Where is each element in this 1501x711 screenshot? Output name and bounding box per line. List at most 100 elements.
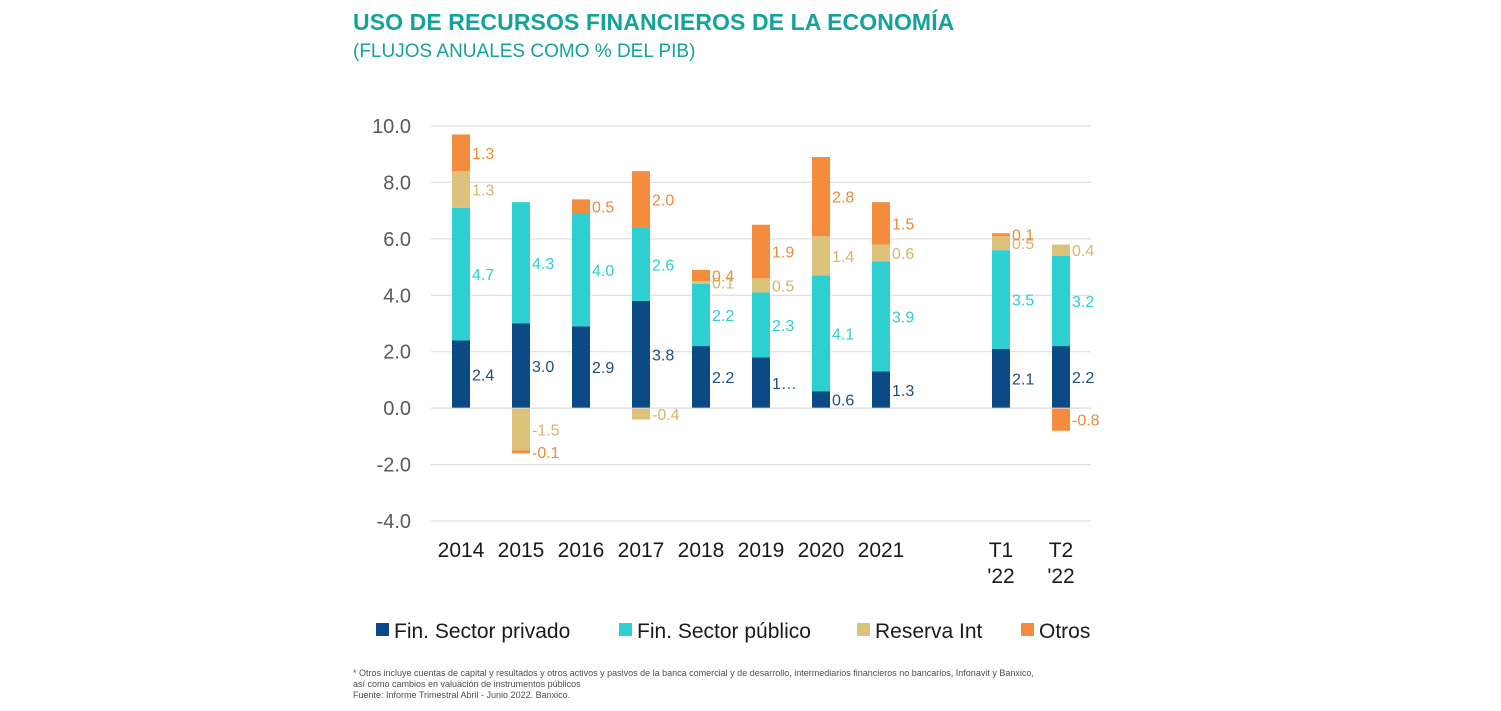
legend-swatch xyxy=(1021,623,1034,636)
legend-swatch xyxy=(376,623,389,636)
data-label: -0.4 xyxy=(652,407,680,424)
x-tick-label: T1 xyxy=(989,539,1014,562)
data-label: 2.2 xyxy=(1072,370,1094,387)
bar-segment xyxy=(572,199,590,214)
y-tick-label: 6.0 xyxy=(383,229,411,251)
bar-segment xyxy=(452,171,470,208)
legend-label: Fin. Sector público xyxy=(637,620,811,643)
bar-segment xyxy=(992,236,1010,251)
data-label: -0.8 xyxy=(1072,412,1100,429)
data-label: 4.7 xyxy=(472,267,494,284)
data-label: 0.5 xyxy=(772,278,794,295)
bar-segment xyxy=(572,213,590,327)
data-label: 2.8 xyxy=(832,190,854,207)
bar-segment xyxy=(692,284,710,347)
footnote-line-1: * Otros incluye cuentas de capital y res… xyxy=(353,668,1034,678)
x-tick-label: 2020 xyxy=(798,539,845,562)
data-label: 0.5 xyxy=(592,199,614,216)
bar-segment xyxy=(512,202,530,324)
bar-segment xyxy=(872,261,890,372)
x-tick-label: 2018 xyxy=(678,539,725,562)
data-label: 2.2 xyxy=(712,370,734,387)
bar-segment xyxy=(692,346,710,409)
data-label: 2.1 xyxy=(1012,372,1034,389)
bar-segment xyxy=(752,357,770,409)
data-label: 4.1 xyxy=(832,326,854,343)
data-label: 3.5 xyxy=(1012,293,1034,310)
bar-segment xyxy=(872,202,890,245)
bar-segment xyxy=(692,281,710,284)
bar-segment xyxy=(1052,346,1070,409)
data-label: 1.9 xyxy=(772,245,794,262)
bar-segment xyxy=(1052,244,1070,256)
bar-segment xyxy=(692,269,710,282)
data-label: 3.2 xyxy=(1072,294,1094,311)
bar-segment xyxy=(572,326,590,409)
y-tick-label: 4.0 xyxy=(383,285,411,307)
x-tick-label: 2014 xyxy=(438,539,485,562)
x-tick-label: '22 xyxy=(987,565,1014,588)
data-label: 2.3 xyxy=(772,318,794,335)
y-tick-label: 0.0 xyxy=(383,398,411,420)
x-tick-label: 2019 xyxy=(738,539,785,562)
bar-segment xyxy=(812,157,830,237)
bar-segment xyxy=(1052,255,1070,347)
data-label: 1.3 xyxy=(892,383,914,400)
y-tick-label: 10.0 xyxy=(372,116,411,138)
legend-label: Reserva Int xyxy=(875,620,983,643)
data-label: 3.0 xyxy=(532,359,554,376)
chart-title: USO DE RECURSOS FINANCIEROS DE LA ECONOM… xyxy=(353,9,955,35)
legend-swatch xyxy=(857,623,870,636)
data-label: 0.6 xyxy=(892,246,914,263)
data-label: 4.0 xyxy=(592,263,614,280)
y-tick-label: -2.0 xyxy=(377,455,411,477)
legend-label: Otros xyxy=(1039,620,1090,643)
x-tick-label: 2017 xyxy=(618,539,665,562)
bar-segment xyxy=(752,224,770,279)
data-label: 2.4 xyxy=(472,367,494,384)
data-label: 1… xyxy=(772,376,797,393)
data-label: 1.5 xyxy=(892,216,914,233)
data-label: 1.3 xyxy=(472,146,494,163)
x-tick-label: '22 xyxy=(1047,565,1074,588)
bar-segment xyxy=(632,408,650,420)
legend-swatch xyxy=(619,623,632,636)
data-label: 0.1 xyxy=(1012,228,1034,245)
bar-segment xyxy=(872,371,890,409)
data-label: 2.9 xyxy=(592,360,614,377)
x-tick-label: 2021 xyxy=(858,539,905,562)
y-tick-label: -4.0 xyxy=(377,511,411,533)
data-label: 2.6 xyxy=(652,257,674,274)
bar-segment xyxy=(992,348,1010,409)
bar-segment xyxy=(812,236,830,276)
legend-label: Fin. Sector privado xyxy=(394,620,570,643)
footnote-source: Fuente: Informe Trimestral Abril - Junio… xyxy=(353,690,571,700)
bar-segment xyxy=(512,450,530,454)
bar-segment xyxy=(752,278,770,293)
bar-segment xyxy=(452,207,470,341)
y-tick-label: 8.0 xyxy=(383,172,411,194)
bar-segment xyxy=(752,292,770,358)
bar-segment xyxy=(992,233,1010,237)
bar-segment xyxy=(512,323,530,409)
data-label: -1.5 xyxy=(532,422,560,439)
data-label: 3.8 xyxy=(652,348,674,365)
data-label: 4.3 xyxy=(532,256,554,273)
bar-segment xyxy=(812,391,830,409)
x-tick-label: 2015 xyxy=(498,539,545,562)
x-tick-label: T2 xyxy=(1049,539,1074,562)
y-tick-label: 2.0 xyxy=(383,342,411,364)
data-label: 2.0 xyxy=(652,192,674,209)
bar-segment xyxy=(512,408,530,451)
footnote: * Otros incluye cuentas de capital y res… xyxy=(353,668,1173,701)
bar-segment xyxy=(452,340,470,409)
bar-segment xyxy=(1052,408,1070,431)
data-label: -0.1 xyxy=(532,445,560,462)
data-label: 0.4 xyxy=(1072,243,1094,260)
bar-segment xyxy=(632,300,650,409)
bar-segment xyxy=(452,134,470,172)
bar-segment xyxy=(812,275,830,392)
data-label: 0.6 xyxy=(832,393,854,410)
data-label: 1.3 xyxy=(472,182,494,199)
